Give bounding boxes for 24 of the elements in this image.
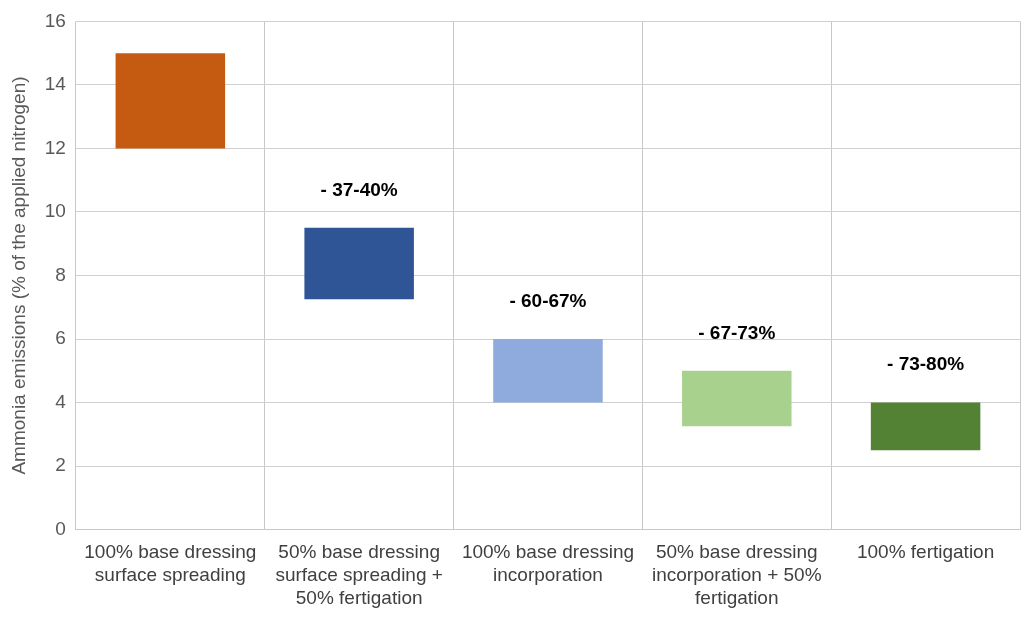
x-tick-label: 50% base dressing surface spreading + 50% fertigation [275,541,443,608]
y-tick-label: 16 [44,9,66,31]
y-tick-label: 0 [55,517,66,539]
x-tick-label: 100% base dressing surface spreading [84,541,257,586]
y-tick-label: 4 [55,390,67,412]
annotation: - 60-67% [509,289,587,311]
x-tick-label: 100% fertigation [856,541,995,563]
y-tick-label: 14 [44,73,67,95]
y-tick-label: 2 [55,454,66,476]
bar [304,227,414,300]
annotation: - 37-40% [320,178,398,200]
x-tick-label: 50% base dressing incorporation + 50% fertigation [652,541,822,608]
y-tick-label: 10 [44,200,66,222]
bar [870,402,981,451]
y-axis-title: Ammonia emissions (% of the applied nitrogen) [7,76,29,475]
y-tick-label: 8 [55,263,66,285]
bar [493,339,603,403]
bar [115,53,226,149]
x-tick-label: 100% base dressing incorporation [461,541,635,586]
bar [682,370,792,427]
y-tick-label: 12 [44,136,66,158]
y-tick-label: 6 [55,327,66,349]
annotation: - 73-80% [887,353,965,375]
annotation: - 67-73% [698,321,776,343]
